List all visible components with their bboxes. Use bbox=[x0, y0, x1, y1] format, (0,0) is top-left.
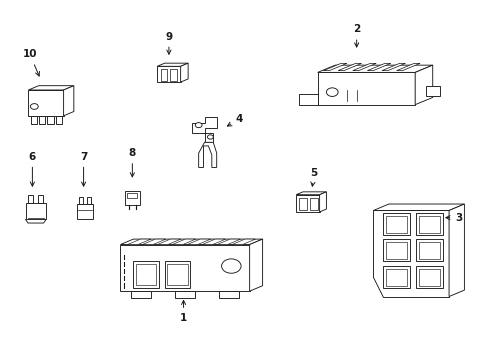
Polygon shape bbox=[77, 204, 93, 219]
Polygon shape bbox=[232, 239, 255, 244]
Polygon shape bbox=[125, 191, 140, 205]
Polygon shape bbox=[120, 244, 249, 291]
Polygon shape bbox=[167, 264, 187, 285]
Polygon shape bbox=[47, 116, 54, 124]
Polygon shape bbox=[418, 216, 439, 233]
Text: 7: 7 bbox=[80, 152, 87, 186]
Text: 1: 1 bbox=[180, 300, 187, 323]
Polygon shape bbox=[170, 69, 177, 81]
Polygon shape bbox=[38, 195, 43, 203]
Polygon shape bbox=[381, 63, 405, 71]
Polygon shape bbox=[396, 63, 419, 71]
Polygon shape bbox=[63, 86, 74, 116]
Polygon shape bbox=[309, 198, 317, 210]
Polygon shape bbox=[142, 239, 165, 244]
Polygon shape bbox=[319, 192, 326, 212]
Polygon shape bbox=[157, 66, 180, 82]
Polygon shape bbox=[198, 142, 216, 167]
Polygon shape bbox=[249, 239, 262, 291]
Circle shape bbox=[207, 135, 213, 139]
Text: 4: 4 bbox=[227, 114, 243, 126]
Circle shape bbox=[221, 259, 241, 273]
Polygon shape bbox=[160, 69, 167, 81]
Text: 9: 9 bbox=[165, 32, 172, 54]
Polygon shape bbox=[425, 86, 439, 96]
Text: 6: 6 bbox=[29, 152, 36, 186]
Polygon shape bbox=[28, 90, 63, 116]
Polygon shape bbox=[383, 239, 409, 261]
Polygon shape bbox=[31, 116, 37, 124]
Polygon shape bbox=[28, 86, 74, 90]
Polygon shape bbox=[373, 204, 464, 211]
Polygon shape bbox=[133, 261, 158, 288]
Polygon shape bbox=[25, 203, 46, 220]
Polygon shape bbox=[418, 242, 439, 259]
Polygon shape bbox=[79, 197, 83, 204]
Polygon shape bbox=[120, 239, 262, 244]
Text: 3: 3 bbox=[445, 213, 462, 222]
Polygon shape bbox=[386, 269, 407, 286]
Polygon shape bbox=[337, 63, 361, 71]
Polygon shape bbox=[414, 65, 432, 105]
Polygon shape bbox=[317, 72, 414, 105]
Polygon shape bbox=[87, 197, 91, 204]
Circle shape bbox=[30, 104, 38, 109]
Polygon shape bbox=[366, 63, 390, 71]
Polygon shape bbox=[415, 239, 442, 261]
Polygon shape bbox=[164, 261, 190, 288]
Polygon shape bbox=[383, 213, 409, 235]
Polygon shape bbox=[217, 239, 240, 244]
Circle shape bbox=[195, 123, 202, 128]
Text: 10: 10 bbox=[22, 49, 40, 76]
Polygon shape bbox=[175, 291, 194, 298]
Polygon shape bbox=[386, 242, 407, 259]
Polygon shape bbox=[373, 211, 448, 297]
Polygon shape bbox=[127, 239, 151, 244]
Polygon shape bbox=[39, 116, 45, 124]
Polygon shape bbox=[323, 63, 346, 71]
Polygon shape bbox=[386, 216, 407, 233]
Circle shape bbox=[326, 88, 337, 96]
Polygon shape bbox=[131, 291, 151, 298]
Polygon shape bbox=[219, 291, 238, 298]
Polygon shape bbox=[157, 63, 188, 66]
Polygon shape bbox=[415, 213, 442, 235]
Polygon shape bbox=[136, 264, 156, 285]
Polygon shape bbox=[180, 63, 188, 82]
Polygon shape bbox=[172, 239, 195, 244]
Polygon shape bbox=[415, 266, 442, 288]
Polygon shape bbox=[418, 269, 439, 286]
Text: 2: 2 bbox=[352, 24, 360, 47]
Polygon shape bbox=[296, 192, 326, 195]
Polygon shape bbox=[56, 116, 62, 124]
Text: 8: 8 bbox=[128, 148, 136, 177]
Text: 5: 5 bbox=[310, 168, 317, 186]
Polygon shape bbox=[28, 195, 33, 203]
Polygon shape bbox=[127, 193, 137, 198]
Polygon shape bbox=[299, 94, 317, 105]
Polygon shape bbox=[296, 195, 319, 212]
Polygon shape bbox=[157, 239, 181, 244]
Polygon shape bbox=[448, 204, 464, 297]
Polygon shape bbox=[192, 117, 216, 142]
Polygon shape bbox=[352, 63, 375, 71]
Polygon shape bbox=[202, 239, 225, 244]
Polygon shape bbox=[317, 65, 432, 72]
Polygon shape bbox=[187, 239, 210, 244]
Polygon shape bbox=[299, 198, 306, 210]
Polygon shape bbox=[383, 266, 409, 288]
